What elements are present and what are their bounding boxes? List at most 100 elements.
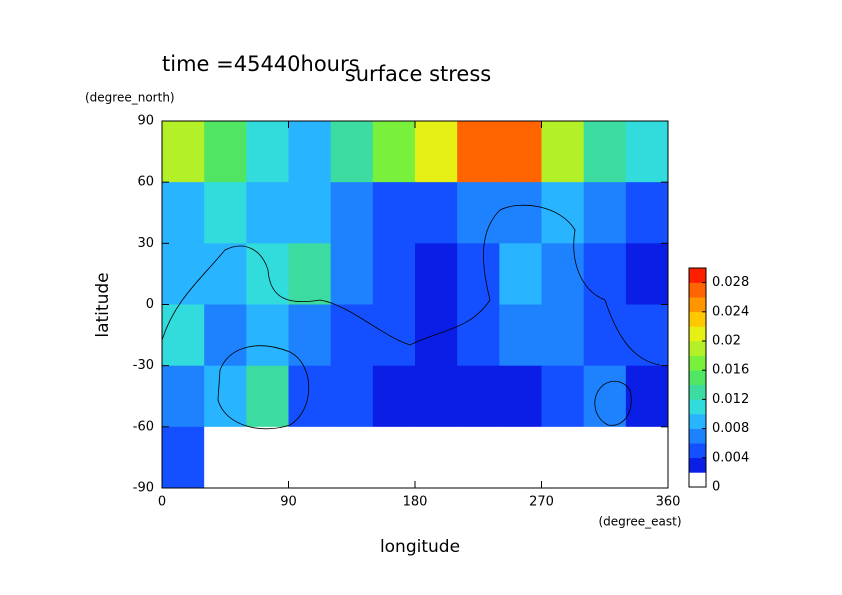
colorbar-swatch	[689, 457, 706, 473]
colorbar-tick-label: 0.024	[712, 304, 749, 319]
cell	[288, 121, 332, 183]
cell	[330, 304, 374, 367]
cell	[583, 365, 627, 428]
x-tick-label: 90	[280, 495, 297, 510]
subtitle: time =45440hours	[162, 52, 360, 76]
x-tick-label: 360	[656, 495, 681, 510]
cell	[162, 121, 205, 183]
colorbar-tick-label: 0.02	[712, 334, 741, 349]
cell	[457, 182, 500, 244]
y-tick-label: -90	[133, 481, 154, 496]
cell	[372, 121, 416, 183]
cell	[457, 121, 500, 183]
colorbar-swatch	[689, 370, 706, 386]
colorbar-swatch	[689, 428, 706, 444]
cell	[204, 243, 247, 305]
y-tick-label: 0	[146, 297, 154, 312]
colorbar-tick-label: 0	[712, 480, 720, 495]
cell	[541, 365, 585, 428]
colorbar: 0 0.004 0.008 0.012 0.016 0.02 0.024 0.028	[688, 267, 749, 495]
colorbar-swatch	[689, 268, 706, 283]
cell	[499, 121, 542, 183]
cell	[330, 121, 374, 183]
cell	[246, 426, 289, 489]
cell	[246, 182, 289, 244]
cell	[162, 304, 205, 367]
cell	[415, 426, 458, 489]
cell	[541, 121, 585, 183]
y-tick-label: 30	[137, 236, 154, 251]
x-tick-label: 180	[403, 495, 428, 510]
cell	[583, 304, 627, 367]
y-tick-label: -30	[133, 358, 154, 373]
cell	[457, 304, 500, 367]
cell	[204, 121, 247, 183]
cell	[499, 304, 542, 367]
colorbar-swatch	[689, 399, 706, 415]
cell	[330, 426, 374, 489]
cell	[162, 365, 205, 428]
cell	[625, 243, 669, 305]
colorbar-tick-label: 0.004	[712, 450, 749, 465]
y-unit: (degree_north)	[85, 91, 175, 105]
cell	[288, 182, 332, 244]
cell	[246, 121, 289, 183]
colorbar-swatch	[689, 326, 706, 342]
cell	[372, 426, 416, 489]
cell	[246, 243, 289, 305]
cell	[583, 426, 627, 489]
cell	[162, 426, 205, 489]
colorbar-tick-label: 0.008	[712, 421, 749, 436]
cell	[415, 304, 458, 367]
x-tick-label: 0	[158, 495, 166, 510]
cell	[204, 426, 247, 489]
coastline	[217, 345, 309, 430]
cell	[330, 365, 374, 428]
cell	[204, 304, 247, 367]
cell	[583, 243, 627, 305]
cell	[499, 243, 542, 305]
colorbar-swatch	[689, 414, 706, 429]
cell	[625, 304, 669, 367]
cell	[415, 243, 458, 305]
colorbar-swatch	[689, 472, 706, 488]
cell	[499, 182, 542, 244]
cell	[330, 243, 374, 305]
cell	[162, 243, 205, 305]
chart-title: surface stress	[345, 62, 491, 86]
y-tick-label: 90	[137, 114, 154, 129]
y-tick-label: -60	[133, 419, 154, 434]
colorbar-swatch	[689, 355, 706, 371]
cell	[288, 365, 332, 428]
cell	[541, 304, 585, 367]
cell	[499, 365, 542, 428]
cell	[246, 365, 289, 428]
cell	[625, 365, 669, 428]
y-tick-label: 60	[137, 175, 154, 190]
colorbar-swatch	[689, 443, 706, 459]
cell	[372, 243, 416, 305]
colorbar-swatch	[689, 311, 706, 327]
cell	[372, 304, 416, 367]
colorbar-tick-label: 0.016	[712, 363, 749, 378]
colorbar-tick-label: 0.028	[712, 275, 749, 290]
x-axis-label: longitude	[380, 537, 460, 557]
cell	[204, 365, 247, 428]
cell	[541, 426, 585, 489]
cell	[541, 182, 585, 244]
colorbar-swatch	[689, 297, 706, 313]
colorbar-tick-label: 0.012	[712, 392, 749, 407]
colorbar-frame	[688, 267, 707, 488]
colorbar-swatch	[689, 282, 706, 298]
cell	[499, 426, 542, 489]
cell	[162, 182, 205, 244]
cell	[415, 365, 458, 428]
x-unit: (degree_east)	[598, 515, 681, 529]
cell	[415, 182, 458, 244]
cell	[288, 426, 332, 489]
coastlines	[161, 204, 661, 430]
cell	[330, 182, 374, 244]
coastline	[161, 204, 661, 366]
x-tick-label: 270	[529, 495, 554, 510]
